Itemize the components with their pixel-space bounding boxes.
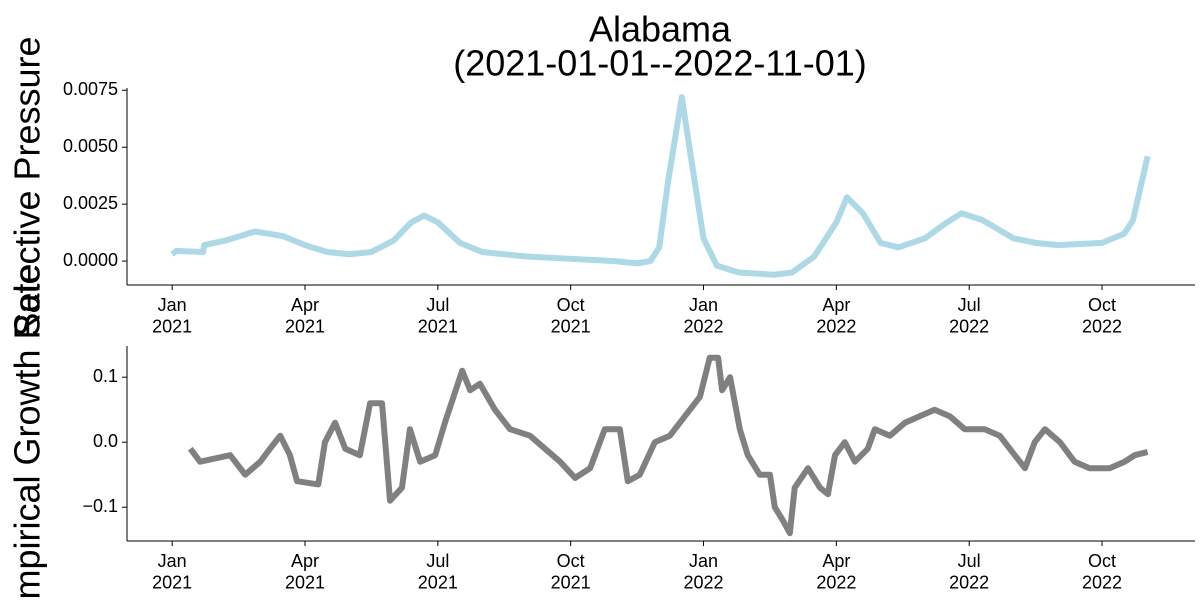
y-tick-label: 0.0075 — [63, 79, 118, 99]
x-tick-label: Jan 2021 — [152, 295, 192, 337]
y-tick-label: 0.1 — [93, 366, 118, 386]
x-tick-label: Apr 2022 — [816, 551, 856, 593]
x-tick-label: Oct 2021 — [551, 551, 591, 593]
y-tick-label: −0.1 — [82, 496, 118, 516]
x-tick-label: Oct 2022 — [1082, 551, 1122, 593]
chart-title: Alabama — [589, 9, 732, 50]
y-axis-label: Empirical Growth Rate — [7, 263, 48, 600]
x-tick-label: Oct 2021 — [551, 295, 591, 337]
x-tick-label: Jul 2022 — [949, 295, 989, 337]
y-tick-label: 0.0 — [93, 431, 118, 451]
data-line — [187, 354, 1149, 537]
x-tick-label: Oct 2022 — [1082, 295, 1122, 337]
data-line — [170, 94, 1151, 278]
x-tick-label: Jul 2022 — [949, 551, 989, 593]
x-tick-label: Apr 2022 — [816, 295, 856, 337]
y-tick-label: 0.0050 — [63, 136, 118, 156]
x-tick-label: Jan 2022 — [683, 551, 723, 593]
x-tick-label: Jul 2021 — [418, 551, 458, 593]
x-tick-label: Jan 2022 — [683, 295, 723, 337]
y-tick-label: 0.0000 — [63, 250, 118, 270]
chart-subtitle: (2021-01-01--2022-11-01) — [453, 43, 867, 84]
x-tick-label: Jul 2021 — [418, 295, 458, 337]
x-tick-label: Apr 2021 — [285, 551, 325, 593]
y-axis-label: Selective Pressure — [7, 36, 48, 336]
y-tick-label: 0.0025 — [63, 193, 118, 213]
x-tick-label: Apr 2021 — [285, 295, 325, 337]
x-tick-label: Jan 2021 — [152, 551, 192, 593]
